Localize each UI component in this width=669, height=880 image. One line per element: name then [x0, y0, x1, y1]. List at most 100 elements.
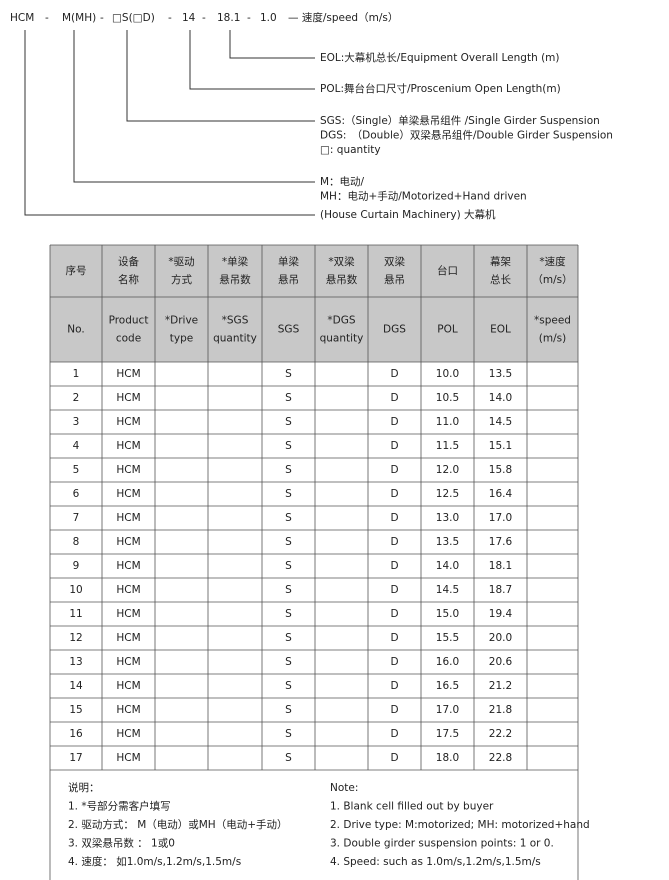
table-cell: HCM — [116, 464, 140, 476]
connector — [126, 30, 315, 122]
table-cell: D — [390, 728, 398, 740]
table-cell: HCM — [116, 752, 140, 764]
table-cell: 14.0 — [489, 392, 512, 404]
table-cell: S — [285, 632, 292, 644]
table-cell: 17 — [69, 752, 82, 764]
table-cell: 20.6 — [489, 656, 513, 668]
table-cell: 16.4 — [489, 488, 513, 500]
table-cell: 13.5 — [436, 536, 459, 548]
header-cell: 序号 — [66, 264, 87, 277]
table-cell: S — [285, 584, 292, 596]
header-cell: *驱动 — [168, 256, 194, 268]
header-cell: *双梁 — [328, 255, 355, 268]
table-cell: 21.8 — [489, 704, 512, 716]
table-cell: D — [390, 440, 398, 452]
code-part: - — [168, 12, 172, 24]
table-cell: 15.5 — [436, 632, 459, 644]
table-cell: 19.4 — [489, 608, 513, 620]
table-cell: 16.0 — [436, 656, 459, 668]
header-cell: 悬吊数 — [326, 273, 358, 286]
table-cell: D — [390, 656, 398, 668]
header-cell: 方式 — [171, 273, 192, 286]
table-cell: HCM — [116, 680, 140, 692]
table-cell: S — [285, 464, 292, 476]
connector — [73, 30, 315, 183]
header-cell: *单梁 — [222, 255, 249, 268]
note: 1. *号部分需客户填写 — [68, 800, 171, 813]
table-cell: S — [285, 704, 292, 716]
table-cell: HCM — [116, 560, 140, 572]
table-cell: S — [285, 656, 292, 668]
header-bg — [50, 245, 578, 362]
header-cell: *DGS — [327, 315, 355, 327]
code-part: - — [247, 12, 251, 24]
table-cell: 3 — [73, 416, 80, 428]
note: 2. 驱动方式： M（电动）或MH（电动+手动） — [68, 818, 288, 831]
table-cell: D — [390, 416, 398, 428]
notes-title: 说明： — [68, 781, 100, 794]
table-cell: D — [390, 512, 398, 524]
table-cell: 11 — [69, 608, 82, 620]
header-cell: type — [170, 333, 193, 345]
table-cell: 13.5 — [489, 368, 512, 380]
code-part: - — [202, 12, 206, 24]
table-cell: S — [285, 392, 292, 404]
header-cell: 幕架 — [490, 255, 511, 268]
table-cell: 15.1 — [489, 440, 512, 452]
annotation: DGS: （Double）双梁悬吊组件/Double Girder Suspen… — [320, 129, 613, 142]
code-part: 18.1 — [217, 12, 240, 24]
code-part: - — [45, 12, 49, 24]
table-cell: S — [285, 608, 292, 620]
code-part: 14 — [182, 12, 196, 24]
table-cell: 13.0 — [436, 512, 459, 524]
note: 3. Double girder suspension points: 1 or… — [330, 838, 554, 850]
table-cell: 8 — [73, 536, 80, 548]
table-cell: S — [285, 488, 292, 500]
table-cell: HCM — [116, 368, 140, 380]
table-cell: 17.0 — [436, 704, 459, 716]
table-cell: S — [285, 368, 292, 380]
header-cell: *速度 — [539, 255, 566, 268]
table-cell: S — [285, 536, 292, 548]
header-cell: quantity — [320, 333, 364, 345]
table-cell: S — [285, 440, 292, 452]
table-cell: D — [390, 632, 398, 644]
connector — [229, 30, 315, 59]
code-part: M(MH) — [62, 12, 96, 24]
table-cell: 14.5 — [489, 416, 512, 428]
annotation: M：电动/ — [320, 175, 365, 188]
table-cell: D — [390, 584, 398, 596]
header-cell: （m/s） — [532, 274, 572, 286]
table-cell: HCM — [116, 392, 140, 404]
header-cell: EOL — [490, 324, 511, 336]
code-part: 1.0 — [260, 12, 277, 24]
note: 4. 速度： 如1.0m/s,1.2m/s,1.5m/s — [68, 855, 241, 868]
table-cell: 12.5 — [436, 488, 459, 500]
annotation: MH：电动+手动/Motorized+Hand driven — [320, 190, 527, 203]
table-cell: D — [390, 704, 398, 716]
table-cell: 17.6 — [489, 536, 513, 548]
annotation: POL:舞台台口尺寸/Proscenium Open Length(m) — [320, 82, 561, 95]
table-cell: 10.5 — [436, 392, 459, 404]
annotation: (House Curtain Machinery) 大幕机 — [320, 208, 496, 221]
note: 2. Drive type: M:motorized; MH: motorize… — [330, 819, 590, 831]
header-cell: 悬吊 — [384, 274, 405, 286]
table-cell: 17.0 — [489, 512, 512, 524]
code-part: □S(□D) — [112, 12, 155, 24]
table-cell: HCM — [116, 584, 140, 596]
header-cell: 总长 — [490, 273, 511, 286]
table-cell: HCM — [116, 728, 140, 740]
table-cell: 17.5 — [436, 728, 459, 740]
header-cell: SGS — [278, 324, 300, 336]
header-cell: (m/s) — [539, 333, 566, 345]
table-cell: 15.8 — [489, 464, 512, 476]
table-cell: 11.0 — [436, 416, 459, 428]
table-cell: 10.0 — [436, 368, 459, 380]
connector — [24, 30, 315, 216]
header-cell: DGS — [383, 324, 406, 336]
table-cell: 18.7 — [489, 584, 512, 596]
table-cell: S — [285, 560, 292, 572]
table-cell: HCM — [116, 632, 140, 644]
table-cell: D — [390, 536, 398, 548]
